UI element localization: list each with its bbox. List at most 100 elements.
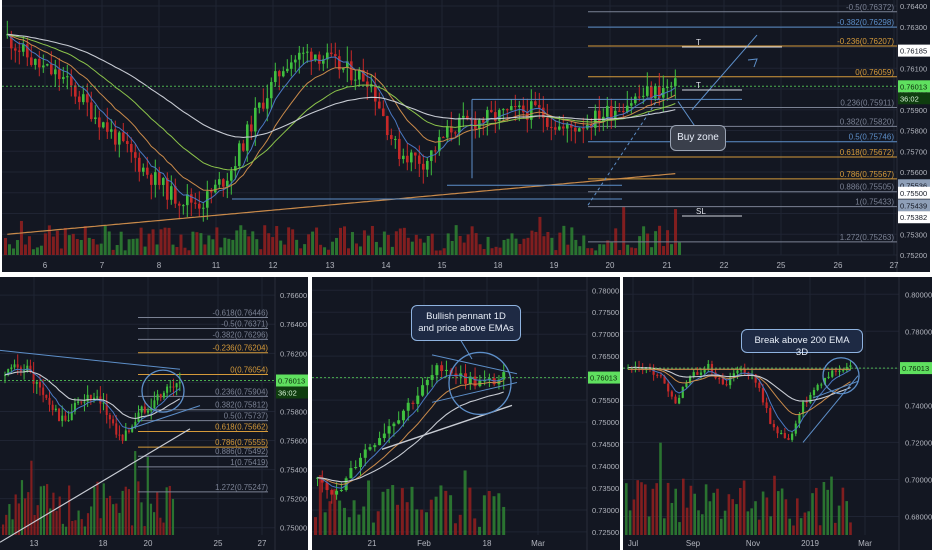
ema-line xyxy=(317,391,504,483)
volume-bar xyxy=(716,488,719,535)
candle-body xyxy=(416,395,420,404)
volume-bar xyxy=(127,239,131,255)
volume-bar xyxy=(295,239,299,255)
candle-body xyxy=(89,394,92,400)
candle-body xyxy=(674,78,677,87)
volume-bar xyxy=(139,227,143,255)
candle-body xyxy=(339,490,343,492)
candle-body xyxy=(769,408,772,424)
volume-bar xyxy=(168,485,171,535)
candle-body xyxy=(378,438,382,446)
volume-bar xyxy=(333,489,337,535)
candle-body xyxy=(787,438,790,440)
volume-bar xyxy=(152,512,156,535)
volume-bar xyxy=(14,494,17,535)
candle-body xyxy=(14,48,17,51)
candle-body xyxy=(546,117,549,127)
date-axis-tick: 11 xyxy=(212,261,221,270)
candle-body xyxy=(238,143,241,167)
candle-body xyxy=(678,397,681,404)
candle-body xyxy=(434,150,437,152)
candle-body xyxy=(483,380,487,382)
fib-level-label: -0.382(0.76298) xyxy=(837,18,894,27)
price-axis-tick: 0.77000 xyxy=(592,330,619,339)
candle-body xyxy=(254,107,257,132)
volume-bar xyxy=(697,510,700,535)
candle-body xyxy=(147,410,150,413)
side-price-label: 0.76185 xyxy=(900,47,927,56)
volume-bar xyxy=(307,234,311,255)
volume-bar xyxy=(666,230,670,255)
callout-line-2: and price above EMAs xyxy=(418,323,514,334)
candle-body xyxy=(34,58,37,65)
chart-3d-panel[interactable]: 0.80000 0.78000 0.74000 0.72000 0.70000 0.680… xyxy=(623,277,932,550)
candle-body xyxy=(102,402,105,404)
volume-bar xyxy=(693,493,696,535)
volume-bar xyxy=(199,233,203,255)
candle-body xyxy=(354,467,358,469)
candle-body xyxy=(630,103,633,106)
fib-level-label: 0(0.76059) xyxy=(855,68,894,77)
volume-bar xyxy=(243,229,247,255)
volume-bar xyxy=(450,240,454,255)
volume-bar xyxy=(167,227,171,255)
candle-body xyxy=(688,376,692,384)
volume-bar xyxy=(470,226,474,255)
volume-bar xyxy=(77,510,80,535)
price-axis-tick: 0.72500 xyxy=(592,528,619,537)
main-chart-panel[interactable]: -0.5(0.76372) -0.382(0.76298) -0.236(0.762… xyxy=(2,0,930,272)
chart-4h-panel[interactable]: -0.618(0.76446) -0.5(0.76371) -0.382(0.762… xyxy=(0,277,308,550)
candle-body xyxy=(614,110,617,119)
volume-bar xyxy=(442,248,446,255)
candle-body xyxy=(190,194,193,203)
volume-bar xyxy=(410,486,414,535)
volume-bar xyxy=(651,488,655,535)
candle-body xyxy=(108,414,111,420)
volume-bar xyxy=(420,509,424,535)
candle-body xyxy=(320,477,324,483)
volume-bar xyxy=(670,244,674,255)
last-price-badge: 0.76013 xyxy=(278,376,305,385)
volume-bar xyxy=(219,247,223,255)
candle-body xyxy=(302,52,305,54)
candle-body xyxy=(554,127,557,130)
candle-body xyxy=(654,85,657,99)
fib-level-label: 0.236(0.75904) xyxy=(215,387,268,396)
side-price-label: 0.75536 xyxy=(900,181,927,190)
volume-bar xyxy=(494,246,498,255)
volume-bar xyxy=(354,243,358,255)
price-axis-tick: 0.75500 xyxy=(592,396,619,405)
candle-body xyxy=(444,369,448,372)
fib-level-label: 0.382(0.75820) xyxy=(840,117,895,126)
price-axis-tick: 0.76500 xyxy=(592,352,619,361)
candle-body xyxy=(462,115,465,118)
volume-bar xyxy=(678,242,682,255)
candle-body xyxy=(470,119,473,121)
ema-line xyxy=(628,366,851,402)
volume-bar xyxy=(75,239,79,255)
candle-body xyxy=(421,385,425,396)
volume-bar xyxy=(422,242,426,255)
candle-body xyxy=(634,96,637,104)
volume-bar xyxy=(522,238,526,255)
candle-body xyxy=(502,372,506,380)
volume-bar xyxy=(90,506,93,535)
volume-bar xyxy=(662,246,666,255)
volume-bar xyxy=(618,250,622,255)
date-axis-tick: 25 xyxy=(214,539,223,548)
volume-bar xyxy=(179,234,183,255)
date-axis-tick: 13 xyxy=(30,539,39,548)
volume-bar xyxy=(400,488,404,535)
volume-bar xyxy=(670,502,674,535)
candle-body xyxy=(274,71,277,83)
volume-bar xyxy=(386,488,390,535)
volume-bar xyxy=(626,244,630,255)
volume-bar xyxy=(534,231,538,255)
candle-body xyxy=(646,86,649,96)
ema-line xyxy=(7,33,676,138)
bar-countdown-bg xyxy=(898,92,930,105)
date-axis-tick: 21 xyxy=(663,261,672,270)
volume-bar xyxy=(279,240,283,255)
date-axis-tick: 8 xyxy=(157,261,162,270)
candle-body xyxy=(16,364,19,368)
